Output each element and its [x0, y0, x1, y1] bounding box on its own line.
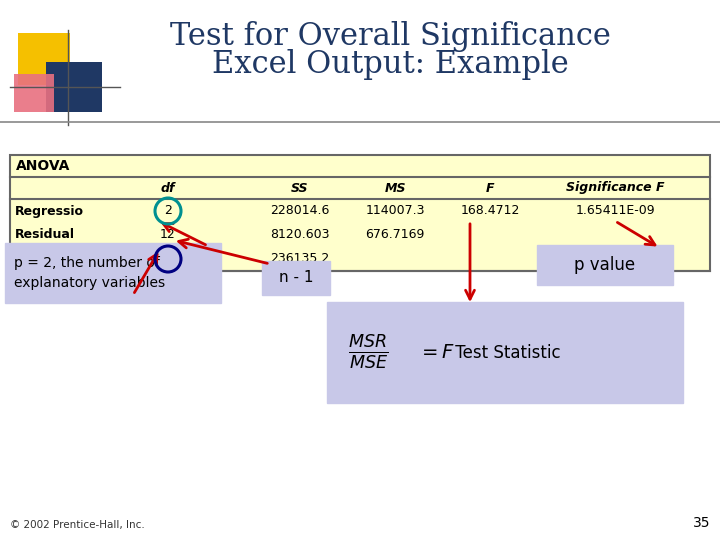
Text: Excel Output: Example: Excel Output: Example [212, 50, 568, 80]
FancyBboxPatch shape [262, 261, 330, 295]
Text: 8120.603: 8120.603 [270, 228, 330, 241]
FancyBboxPatch shape [14, 74, 54, 112]
Text: 228014.6: 228014.6 [270, 205, 330, 218]
Text: p value: p value [575, 256, 636, 274]
Text: Significance F: Significance F [566, 181, 665, 194]
Text: $\frac{MSR}{MSE}$: $\frac{MSR}{MSE}$ [348, 334, 388, 372]
Text: F: F [486, 181, 494, 194]
Text: 168.4712: 168.4712 [460, 205, 520, 218]
Text: p = 2, the number of
explanatory variables: p = 2, the number of explanatory variabl… [14, 256, 165, 290]
Text: Regressio: Regressio [15, 205, 84, 218]
Text: Residual: Residual [15, 228, 75, 241]
Text: Test Statistic: Test Statistic [450, 343, 561, 361]
Text: 1.65411E-09: 1.65411E-09 [575, 205, 654, 218]
Text: 12: 12 [160, 228, 176, 241]
Text: $= F$: $= F$ [418, 343, 455, 362]
Text: 14: 14 [160, 253, 176, 266]
FancyBboxPatch shape [537, 245, 673, 285]
Text: Test for Overall Significance: Test for Overall Significance [170, 22, 611, 52]
Text: Total: Total [15, 253, 49, 266]
FancyBboxPatch shape [327, 302, 683, 403]
Text: 114007.3: 114007.3 [365, 205, 425, 218]
Text: ANOVA: ANOVA [16, 159, 71, 173]
Text: © 2002 Prentice-Hall, Inc.: © 2002 Prentice-Hall, Inc. [10, 520, 145, 530]
Text: SS: SS [292, 181, 309, 194]
Text: 236135.2: 236135.2 [271, 253, 330, 266]
Text: MS: MS [384, 181, 406, 194]
FancyBboxPatch shape [46, 62, 102, 112]
Text: 2: 2 [164, 205, 172, 218]
FancyBboxPatch shape [5, 243, 221, 303]
Text: df: df [161, 181, 175, 194]
Text: 676.7169: 676.7169 [365, 228, 425, 241]
FancyBboxPatch shape [18, 33, 70, 85]
FancyBboxPatch shape [10, 155, 710, 271]
Text: 35: 35 [693, 516, 710, 530]
Text: n - 1: n - 1 [279, 271, 313, 286]
